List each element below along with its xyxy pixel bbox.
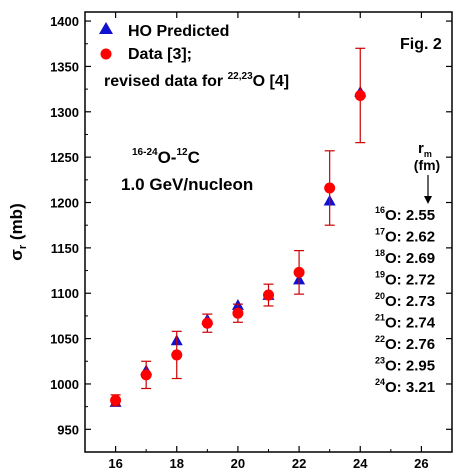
reaction-target-mass: 12 <box>176 147 188 158</box>
y-tick-label: 1050 <box>50 332 79 347</box>
legend-entry-data: Data [3]; <box>128 46 192 63</box>
rm-header: rm <box>418 140 432 159</box>
y-tick-label: 1300 <box>50 105 79 120</box>
reaction-projectile: O- <box>158 148 177 167</box>
rm-header-sub: m <box>424 149 432 159</box>
rm-row-value: O: 2.76 <box>385 336 435 353</box>
rm-row-value: O: 2.62 <box>385 229 435 246</box>
rm-row-value: O: 2.73 <box>385 293 435 310</box>
x-tick-label: 24 <box>353 456 368 471</box>
y-tick-label: 1200 <box>50 196 79 211</box>
data-point <box>201 317 213 329</box>
legend-triangle-marker <box>99 22 113 34</box>
rm-row-mass: 19 <box>375 270 385 280</box>
reaction-target: C <box>188 148 200 167</box>
x-tick-label: 16 <box>108 456 122 471</box>
x-tick-label: 22 <box>292 456 306 471</box>
rm-row-mass: 16 <box>375 205 385 215</box>
x-tick-label: 26 <box>414 456 428 471</box>
figure-label: Fig. 2 <box>400 36 442 53</box>
y-axis-label: σr (mb) <box>7 203 29 260</box>
rm-row-value: O: 2.74 <box>385 315 436 332</box>
rm-row-mass: 23 <box>375 356 385 366</box>
legend-circle-marker <box>100 48 112 60</box>
rm-row: 21O: 2.74 <box>375 313 436 332</box>
y-tick-label: 1150 <box>51 241 79 256</box>
rm-row-mass: 21 <box>375 313 385 323</box>
reaction-mass-range: 16-24 <box>132 147 158 158</box>
rm-header-main: r <box>418 140 424 157</box>
rm-unit: (fm) <box>414 157 440 173</box>
y-tick-label: 1350 <box>50 59 79 74</box>
legend-note-text: revised data for <box>104 73 228 90</box>
data-point <box>232 307 244 319</box>
rm-row: 16O: 2.55 <box>375 205 435 224</box>
y-tick-label: 1400 <box>50 14 79 29</box>
data-point <box>110 394 122 406</box>
y-tick-label: 1000 <box>50 377 79 392</box>
rm-row: 22O: 2.76 <box>375 334 435 353</box>
reaction-label: 16-24O-12C <box>132 147 200 167</box>
data-point <box>354 89 366 101</box>
y-tick-label: 1250 <box>50 150 79 165</box>
rm-row: 20O: 2.73 <box>375 291 435 310</box>
rm-row: 23O: 2.95 <box>375 356 435 375</box>
data-point <box>324 182 336 194</box>
rm-row-value: O: 2.95 <box>385 358 435 375</box>
rm-row-value: O: 2.55 <box>385 207 435 224</box>
data-point <box>171 349 183 361</box>
legend-entry-ho: HO Predicted <box>128 23 229 40</box>
legend-note-tail: O [4] <box>253 73 289 90</box>
data-point <box>263 289 274 301</box>
rm-row-mass: 24 <box>375 377 385 387</box>
data-point <box>293 266 305 278</box>
rm-row-mass: 18 <box>375 248 385 258</box>
rm-row: 17O: 2.62 <box>375 227 435 246</box>
legend-note: revised data for 22,23O [4] <box>104 71 289 90</box>
reaction-energy: 1.0 GeV/nucleon <box>121 175 253 194</box>
rm-row: 24O: 3.21 <box>375 377 435 396</box>
rm-row-mass: 20 <box>375 291 385 301</box>
rm-row-value: O: 2.72 <box>385 272 435 289</box>
rm-row-mass: 17 <box>375 227 385 237</box>
y-axis-label-sub: r <box>17 244 29 249</box>
x-tick-label: 20 <box>231 456 245 471</box>
y-axis-label-main: σ <box>7 249 26 261</box>
x-tick-label: 18 <box>170 456 184 471</box>
y-tick-label: 1100 <box>51 286 79 301</box>
rm-row-value: O: 2.69 <box>385 250 435 267</box>
data-point <box>140 369 152 381</box>
rm-row: 18O: 2.69 <box>375 248 435 267</box>
rm-row: 19O: 2.72 <box>375 270 435 289</box>
y-axis-label-unit: (mb) <box>7 203 26 245</box>
y-tick-label: 950 <box>57 422 79 437</box>
legend-note-sup: 22,23 <box>228 71 253 82</box>
rm-arrow-head <box>424 196 432 204</box>
rm-row-value: O: 3.21 <box>385 379 435 396</box>
rm-row-mass: 22 <box>375 334 385 344</box>
